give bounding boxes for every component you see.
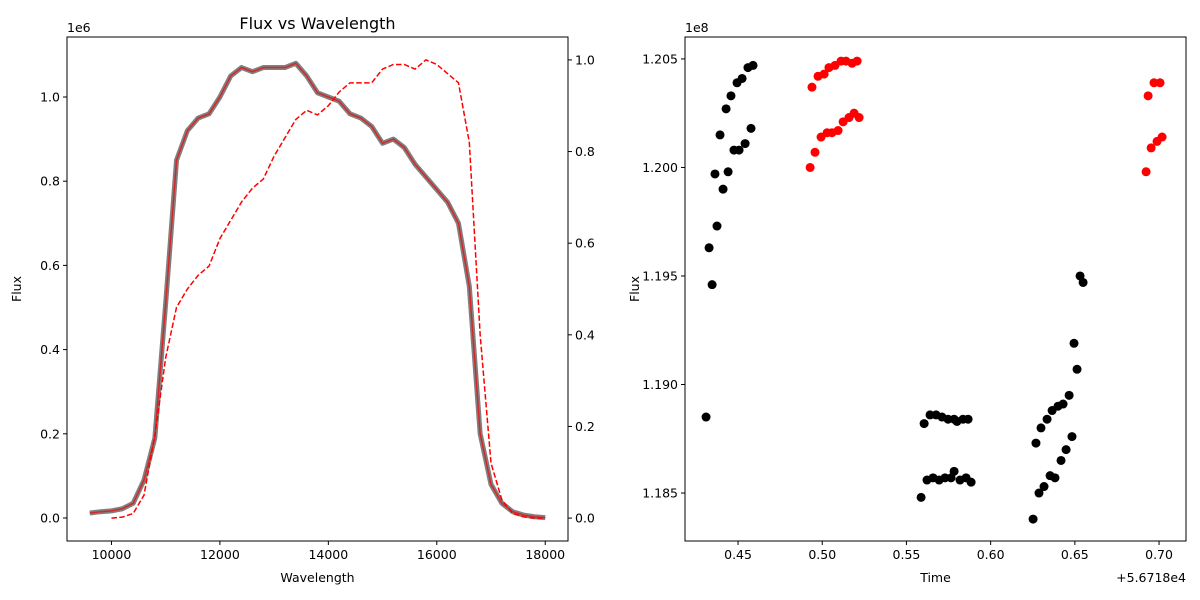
x-axis-label: Wavelength bbox=[280, 570, 354, 585]
data-point bbox=[737, 73, 747, 83]
data-point bbox=[833, 126, 843, 136]
data-point bbox=[723, 167, 733, 177]
data-point bbox=[1031, 438, 1041, 448]
y2-tick-label: 0.4 bbox=[575, 327, 595, 342]
x-tick-label: 0.55 bbox=[893, 547, 921, 562]
data-point bbox=[1061, 445, 1071, 455]
data-point bbox=[1072, 364, 1082, 374]
plot bbox=[89, 59, 546, 521]
x-axis-label: Time bbox=[919, 570, 951, 585]
data-point bbox=[1050, 473, 1060, 483]
x-tick-label: 0.65 bbox=[1061, 547, 1089, 562]
y2-tick-label: 0.8 bbox=[575, 144, 595, 159]
y2-tick-label: 0.2 bbox=[575, 419, 595, 434]
data-point bbox=[1141, 167, 1151, 177]
data-point bbox=[715, 130, 725, 140]
data-point bbox=[949, 466, 959, 476]
data-point bbox=[1064, 390, 1074, 400]
data-point bbox=[746, 123, 756, 133]
x-tick-label: 0.70 bbox=[1145, 547, 1173, 562]
x-tick-label: 0.60 bbox=[977, 547, 1005, 562]
chart-title: Flux vs Wavelength bbox=[239, 14, 395, 33]
data-point bbox=[1155, 78, 1165, 88]
x-tick-label: 14000 bbox=[308, 547, 348, 562]
data-point bbox=[1042, 414, 1052, 424]
data-point bbox=[919, 419, 929, 429]
data-point bbox=[1058, 399, 1068, 409]
y-tick-label: 1.185 bbox=[642, 486, 678, 501]
axes-frame bbox=[66, 36, 569, 542]
x-tick-label: 0.50 bbox=[808, 547, 836, 562]
data-point bbox=[718, 184, 728, 194]
data-point bbox=[1039, 482, 1049, 492]
data-point bbox=[810, 147, 820, 157]
data-point bbox=[707, 280, 717, 290]
data-point bbox=[721, 104, 731, 114]
data-point bbox=[748, 60, 758, 70]
data-point bbox=[916, 492, 926, 502]
data-point bbox=[1056, 455, 1066, 465]
x-tick-label: 0.45 bbox=[724, 547, 752, 562]
data-point bbox=[1036, 423, 1046, 433]
data-point bbox=[710, 169, 720, 179]
y2-tick-label: 0.0 bbox=[575, 511, 595, 526]
data-point bbox=[854, 113, 864, 123]
data-point bbox=[701, 412, 711, 422]
x-tick-label: 12000 bbox=[200, 547, 240, 562]
y-offset-text: 1e8 bbox=[685, 20, 709, 35]
x-tick-label: 18000 bbox=[525, 547, 565, 562]
data-point bbox=[726, 91, 736, 101]
data-point bbox=[1078, 277, 1088, 287]
data-point bbox=[1146, 143, 1156, 153]
plot bbox=[701, 56, 1167, 524]
data-point bbox=[1028, 514, 1038, 524]
y-tick-label: 1.195 bbox=[642, 268, 678, 283]
data-point bbox=[704, 243, 714, 253]
data-point bbox=[819, 69, 829, 79]
y-tick-label: 0.2 bbox=[40, 426, 60, 441]
y-tick-label: 0.0 bbox=[40, 511, 60, 526]
data-point bbox=[1157, 132, 1167, 142]
y-tick-label: 0.4 bbox=[40, 342, 60, 357]
y2-tick-label: 0.6 bbox=[575, 236, 595, 251]
data-point bbox=[712, 221, 722, 231]
data-point bbox=[1069, 338, 1079, 348]
axes-frame bbox=[684, 36, 1187, 542]
y-tick-label: 0.8 bbox=[40, 174, 60, 189]
data-point bbox=[740, 139, 750, 149]
y-tick-label: 0.6 bbox=[40, 258, 60, 273]
flux-band bbox=[89, 60, 546, 521]
data-point bbox=[963, 414, 973, 424]
data-point bbox=[734, 145, 744, 155]
y-offset-text: 1e6 bbox=[67, 20, 91, 35]
y-tick-label: 1.205 bbox=[642, 51, 678, 66]
y2-tick-label: 1.0 bbox=[575, 52, 595, 67]
y-tick-label: 1.200 bbox=[642, 160, 678, 175]
x-tick-label: 16000 bbox=[417, 547, 457, 562]
data-point bbox=[1067, 432, 1077, 442]
y-axis-label: Flux bbox=[627, 276, 642, 302]
series-line bbox=[89, 62, 546, 519]
data-point bbox=[1034, 488, 1044, 498]
y-tick-label: 1.190 bbox=[642, 377, 678, 392]
x-tick-label: 10000 bbox=[92, 547, 132, 562]
x-offset-text: +5.6718e4 bbox=[1116, 570, 1186, 585]
data-point bbox=[805, 162, 815, 172]
series-line bbox=[111, 59, 546, 519]
data-point bbox=[852, 56, 862, 66]
data-point bbox=[1143, 91, 1153, 101]
data-point bbox=[807, 82, 817, 92]
data-point bbox=[966, 477, 976, 487]
y-axis-label: Flux bbox=[9, 276, 24, 302]
y-tick-label: 1.0 bbox=[40, 89, 60, 104]
